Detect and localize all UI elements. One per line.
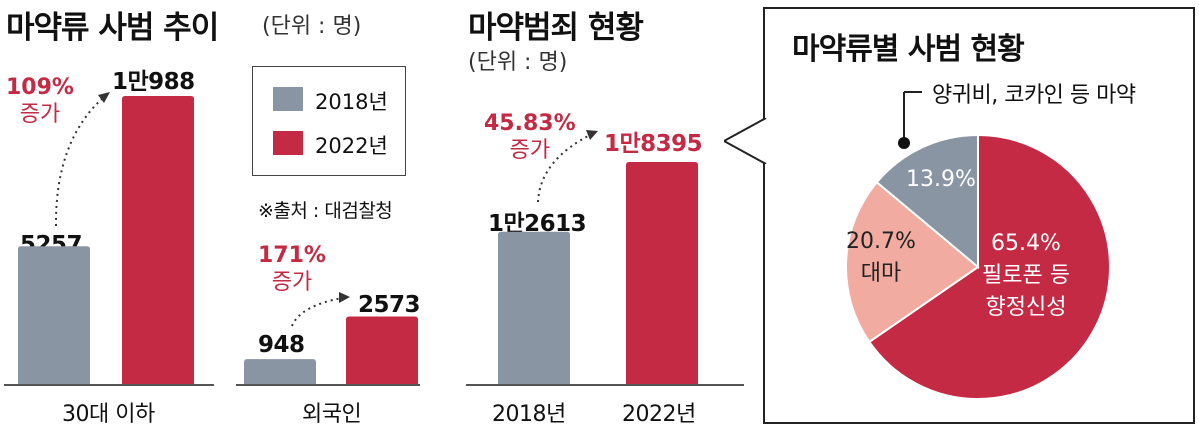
pie-name-psychotropic-1: 필로폰 등 <box>982 263 1070 288</box>
pie-pct-cannabis: 20.7% <box>846 229 916 254</box>
group2-increase-arrow <box>291 297 343 327</box>
left-chart-title: 마약류 사범 추이 <box>6 10 219 46</box>
pie-name-cannabis: 대마 <box>860 261 902 286</box>
group2-bar-2018 <box>244 359 316 384</box>
group1-increase-pct: 109% <box>6 75 74 100</box>
panel-pointer-fill <box>724 118 766 164</box>
group1-bar-2022 <box>122 96 194 384</box>
pie-slice-psychotropic <box>867 133 1111 400</box>
group2-category-label: 외국인 <box>302 402 362 427</box>
group2-increase-word: 증가 <box>271 270 313 295</box>
middle-chart-unit: (단위 : 명) <box>468 50 568 75</box>
middle-chart-title: 마약범죄 현황 <box>468 10 644 46</box>
group1-bar-2018 <box>18 246 90 384</box>
pie-slice-cannabis <box>845 180 980 344</box>
pie-label-psychotropic: 65.4% 필로폰 등 향정신성 <box>982 228 1070 324</box>
middle-increase-pct: 45.83% <box>484 111 576 136</box>
panel-pointer <box>724 118 767 164</box>
group2-increase-label: 171% 증가 <box>258 242 326 296</box>
group2-bar-2022 <box>346 316 418 384</box>
pie-slice-opium <box>875 133 979 270</box>
panel-pointer-edge <box>724 118 767 164</box>
group1-2022-value: 1만988 <box>112 69 195 95</box>
callout-dot <box>898 137 910 149</box>
group1-increase-word: 증가 <box>19 102 61 127</box>
pie-label-opium: 13.9% <box>906 164 976 196</box>
legend-label-2022: 2022년 <box>315 134 388 158</box>
group2-2018-value: 948 <box>258 332 305 358</box>
legend-swatch-2018 <box>273 87 303 111</box>
pie-name-psychotropic-2: 향정신성 <box>985 295 1067 320</box>
middle-bar-2018 <box>498 231 570 384</box>
middle-increase-label: 45.83% 증가 <box>484 110 576 164</box>
group2-increase-pct: 171% <box>258 243 326 268</box>
group1-category-label: 30대 이하 <box>62 402 155 427</box>
middle-arrow-head <box>586 130 598 140</box>
group2-arrow-head <box>339 292 350 303</box>
pie-panel-title: 마약류별 사범 현황 <box>792 32 1025 67</box>
pie-pct-psychotropic: 65.4% <box>991 231 1061 256</box>
pie-callout-label: 양귀비, 코카인 등 마약 <box>932 83 1136 108</box>
group1-increase-label: 109% 증가 <box>6 74 74 128</box>
legend-label-2018: 2018년 <box>315 90 388 114</box>
legend-swatch-2022 <box>273 131 303 155</box>
left-chart-unit: (단위 : 명) <box>262 14 362 39</box>
middle-2022-value: 1만8395 <box>604 131 703 157</box>
middle-category-2022: 2022년 <box>622 402 696 427</box>
group2-2022-value: 2573 <box>358 292 421 318</box>
source-note: ※출처 : 대검찰청 <box>258 200 393 222</box>
pie-label-cannabis: 20.7% 대마 <box>846 226 916 290</box>
middle-category-2018: 2018년 <box>492 402 566 427</box>
group1-increase-arrow <box>54 95 106 227</box>
group1-arrow-head <box>98 92 110 103</box>
middle-increase-word: 증가 <box>509 138 551 163</box>
middle-bar-2022 <box>626 162 698 384</box>
pie-pct-opium: 13.9% <box>906 167 976 192</box>
legend: 2018년 2022년 <box>252 66 406 176</box>
